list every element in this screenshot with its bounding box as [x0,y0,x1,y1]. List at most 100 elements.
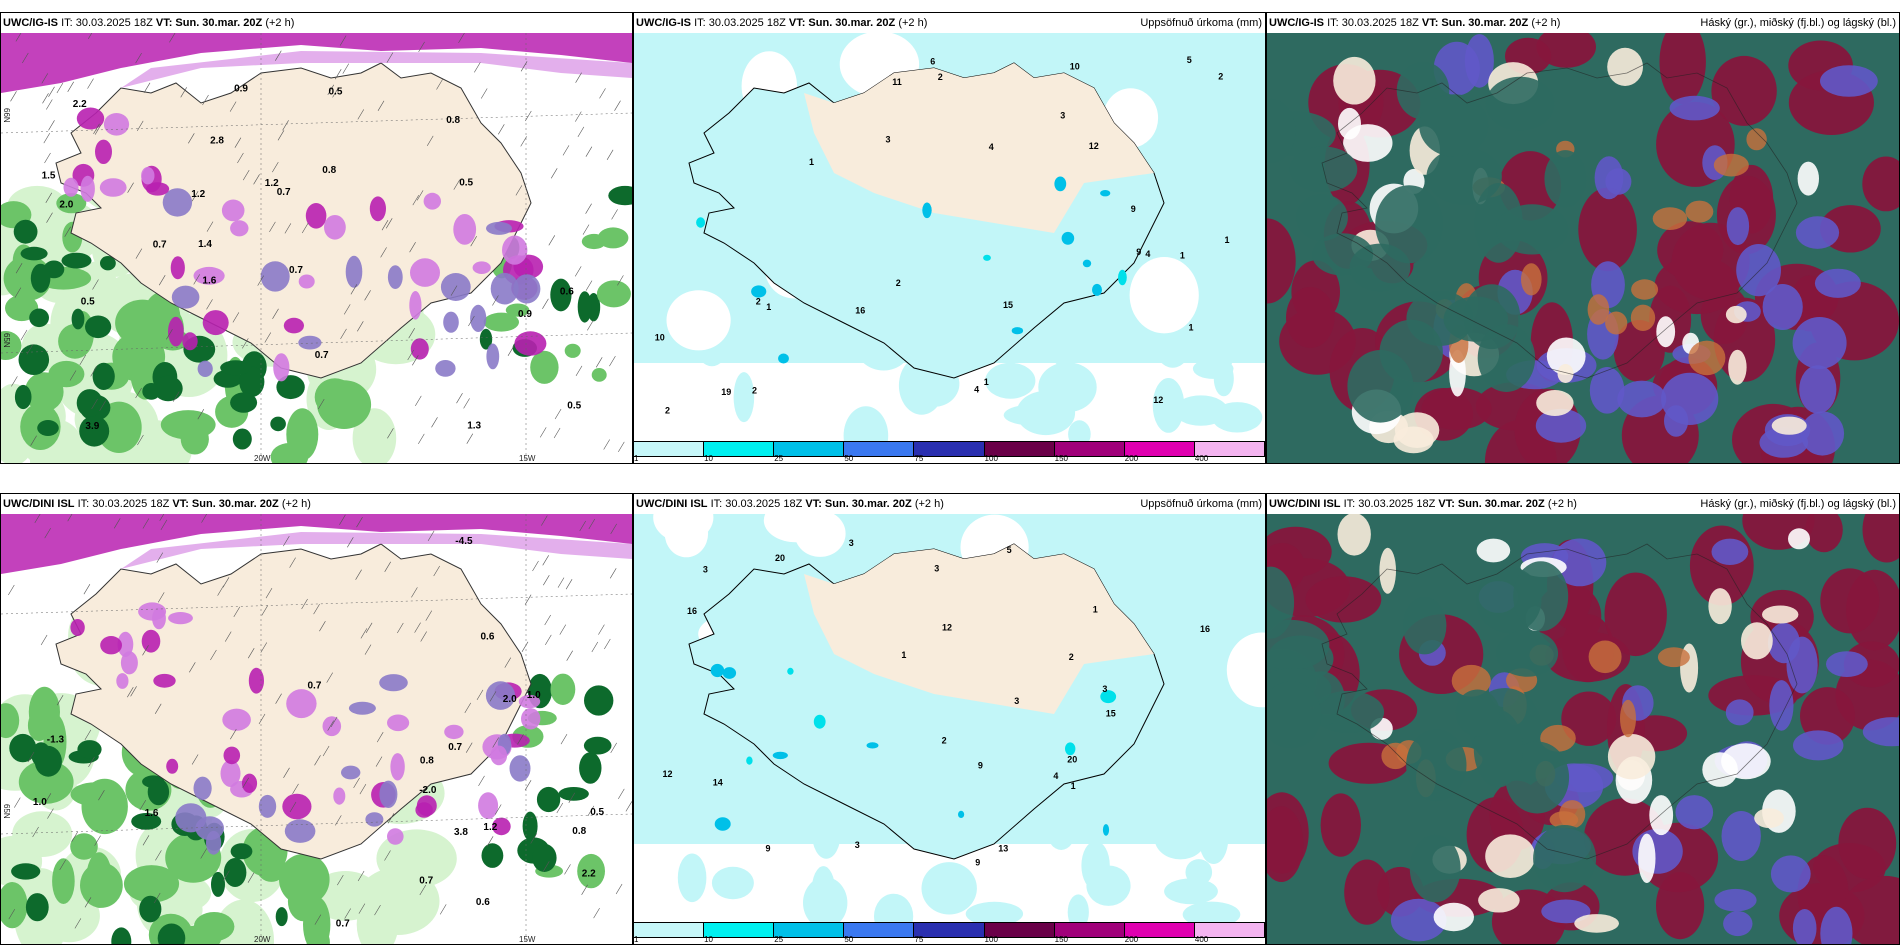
precip-core [866,742,879,749]
cloud-panel-dini-isl: UWC/DINI ISL IT: 30.03.2025 18Z VT: Sun.… [1266,493,1900,945]
value-label: 0.7 [277,187,291,198]
wind-barb [172,391,180,402]
mid-cloud [1669,95,1720,121]
clear-area [1754,808,1784,828]
wind-barb [142,835,150,846]
wind-band-coast [435,360,456,377]
value-label: -1.3 [47,735,65,746]
wind-band-coast [298,274,315,289]
wind-band-coast [193,266,225,285]
wind-barb [604,638,611,650]
precip-core [1082,259,1092,268]
wind-band-coast [387,828,404,845]
wind-barb [283,767,290,778]
wind-barb [517,734,524,745]
wind-barb [27,751,35,763]
high-cloud [1521,263,1542,296]
mid-cloud [1759,427,1809,458]
wind-band-west [100,636,122,655]
clear-area [1771,416,1807,435]
value-label: 2 [896,278,901,288]
clear-area [1607,47,1643,86]
precip-core [1061,231,1075,245]
value-label: 0.8 [322,165,336,176]
wind-barb [609,355,616,367]
wind-barb [230,729,237,740]
wind-barb [69,370,77,381]
low-cloud [1344,859,1390,925]
value-label: 1 [1093,604,1098,614]
wind-barb [44,793,52,804]
low-cloud [1604,572,1667,657]
wind-barb [617,275,624,286]
wind-barb [525,110,532,122]
precip-streak [1152,378,1185,433]
wind-barb [327,84,335,95]
precip-streak [921,862,977,915]
clear-area [1476,538,1511,563]
low-cloud [1305,576,1382,623]
wind-barb [158,275,166,286]
teal-cloud [1455,689,1500,737]
wind-barb [476,689,484,701]
wind-barb [464,702,472,714]
wind-band-dark [100,256,116,271]
wind-band-west [116,673,129,689]
wind-barb [191,191,199,202]
panel-title: UWC/IG-IS IT: 30.03.2025 18Z VT: Sun. 30… [634,13,1265,33]
value-label: 3.9 [85,421,99,432]
wind-barb [206,221,214,232]
precip-core [778,353,789,364]
wind-band-east [530,350,559,384]
wind-barb [197,409,205,420]
precip-core [710,663,725,678]
wind-barb [135,248,143,259]
wind-barb [317,398,325,410]
wind-barb [418,41,425,53]
wind-barb [456,393,463,404]
wind-band-coast [365,812,384,827]
high-cloud [1381,742,1410,770]
value-label: 3 [1060,110,1065,120]
value-label: 3 [849,538,854,548]
wind-barb [56,82,64,94]
colorbar-swatch [914,442,985,456]
mid-cloud [1617,380,1667,418]
wind-barb [264,332,272,343]
value-label: 0.5 [329,87,343,98]
wind-band-west [153,673,176,688]
wind-band-west [63,177,79,197]
value-label: 0.7 [289,265,303,276]
wind-barb [358,903,366,914]
mid-cloud [1535,408,1587,443]
mid-cloud [1799,365,1837,414]
wind-barb [334,69,342,80]
wind-barb [385,218,393,229]
colorbar-swatches [634,922,1265,938]
wind-band-coast [470,304,487,332]
precip-streak [1185,859,1213,886]
wind-barb [420,631,427,642]
panel-title: UWC/DINI ISL IT: 30.03.2025 18Z VT: Sun.… [1,494,632,514]
precip-core [772,751,788,760]
graticule-line [1,813,632,835]
high-cloud [1631,279,1659,300]
mid-cloud [1820,65,1878,97]
wind-band-east [550,278,572,312]
panel-title: UWC/DINI ISL IT: 30.03.2025 18Z VT: Sun.… [634,494,1265,514]
wind-band-coast [379,780,398,808]
wind-barb [418,433,425,445]
wind-barb [415,395,422,407]
clear-area [1485,834,1536,878]
mid-cloud [1726,207,1750,246]
wind-barb [210,649,217,661]
wind-barb [532,560,539,572]
mid-cloud [1725,699,1754,726]
wind-barb [355,569,362,580]
wind-barb [427,530,435,542]
wind-band-coast [502,235,528,265]
wind-barb [463,398,470,409]
precip-core [1102,824,1110,836]
wind-band-coast [193,776,212,800]
